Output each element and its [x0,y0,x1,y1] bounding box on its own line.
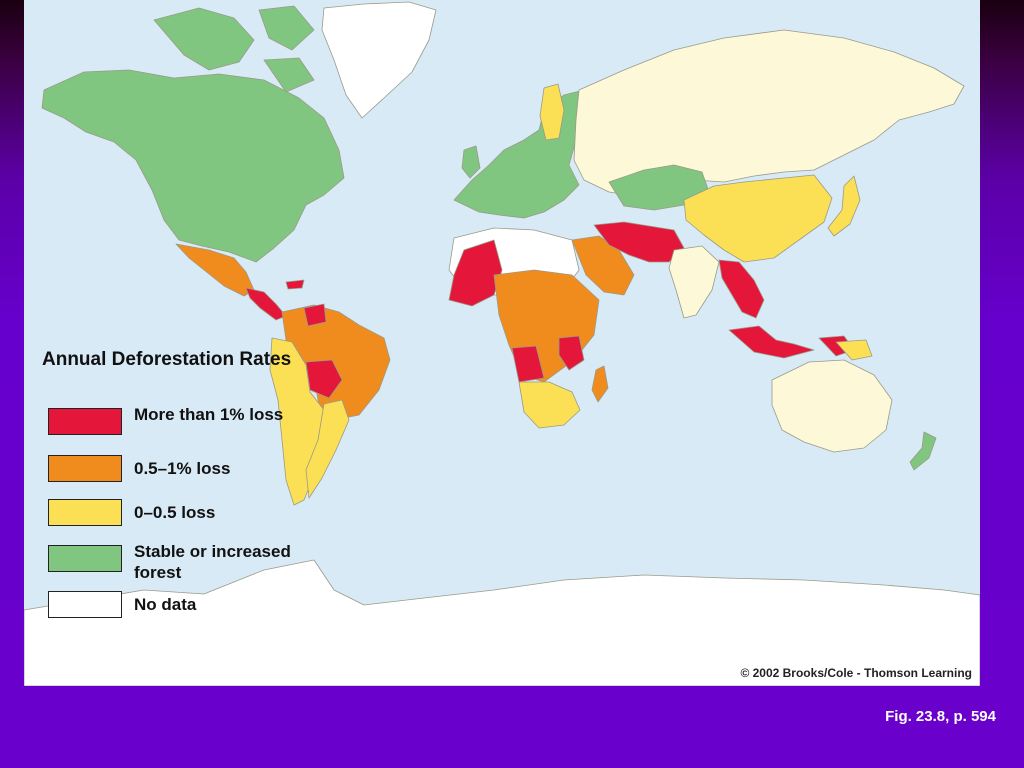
angola [511,345,545,383]
uk [461,145,481,179]
indonesia [728,325,855,359]
caribbean [285,279,305,290]
north-america [41,69,345,263]
east-africa [558,335,585,371]
finland [539,83,565,141]
greenland [321,1,437,119]
russia [573,29,965,197]
argentina [305,399,350,499]
new-zealand [909,431,937,471]
southern-africa [518,381,581,429]
figure-caption: Fig. 23.8, p. 594 [885,708,996,725]
copyright-credit: © 2002 Brooks/Cole - Thomson Learning [740,666,972,680]
sahel [448,239,503,307]
japan [827,175,861,237]
antarctica [24,559,980,686]
legend-title: Annual Deforestation Rates [42,349,292,370]
world-map [24,1,980,686]
legend-label: More than 1% loss [134,405,284,424]
legend-swatch [48,408,122,435]
legend-label: 0–0.5 loss [134,503,216,522]
southeast-asia [718,259,765,319]
legend-swatch [48,591,122,618]
china [683,174,833,263]
world-map-panel: Annual Deforestation Rates More than 1% … [24,0,980,686]
central-america [245,287,287,321]
legend-label: No data [134,595,197,614]
central-africa [493,269,600,383]
venezuela [303,303,327,327]
india [668,245,720,319]
madagascar [591,365,609,403]
legend-swatch [48,545,122,572]
legend-label: 0.5–1% loss [134,459,231,478]
australia [771,359,893,453]
arctic-islands [153,5,315,93]
legend-swatch [48,499,122,526]
arabia [571,235,635,296]
new-guinea [835,339,873,361]
legend-swatch [48,455,122,482]
legend-label: Stable or increased forest [134,542,291,582]
